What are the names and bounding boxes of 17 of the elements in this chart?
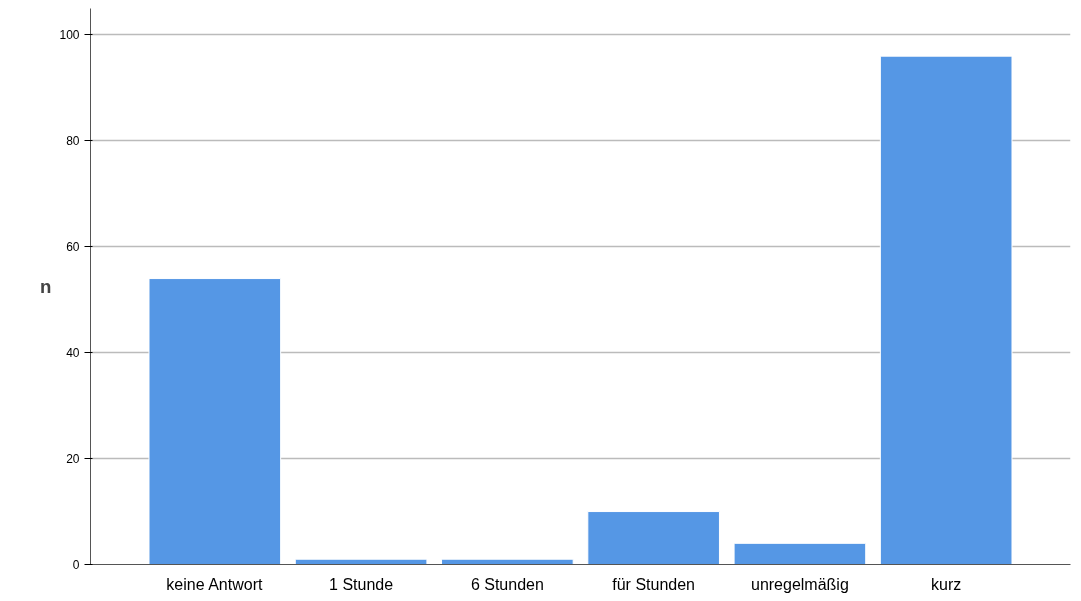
- y-tick-label: 0: [72, 558, 80, 572]
- bar: [148, 278, 282, 565]
- x-tick-label: 1 Stunde: [329, 575, 394, 593]
- bar: [879, 55, 1013, 565]
- y-tick-label: 40: [66, 346, 80, 361]
- x-tick-label: kurz: [931, 575, 962, 593]
- x-tick-label: unregelmäßig: [750, 575, 849, 593]
- x-tick-label: für Stunden: [612, 575, 696, 593]
- y-axis-title: n: [40, 276, 52, 297]
- x-tick-label: 6 Stunden: [470, 575, 544, 593]
- y-tick-label: 20: [66, 452, 80, 467]
- y-tick-label: 60: [66, 240, 80, 255]
- bar: [733, 542, 867, 565]
- x-tick-label: keine Antwort: [166, 575, 263, 593]
- y-tick-label: 100: [59, 28, 80, 43]
- y-tick-label: 80: [66, 134, 80, 149]
- bar: [587, 511, 720, 565]
